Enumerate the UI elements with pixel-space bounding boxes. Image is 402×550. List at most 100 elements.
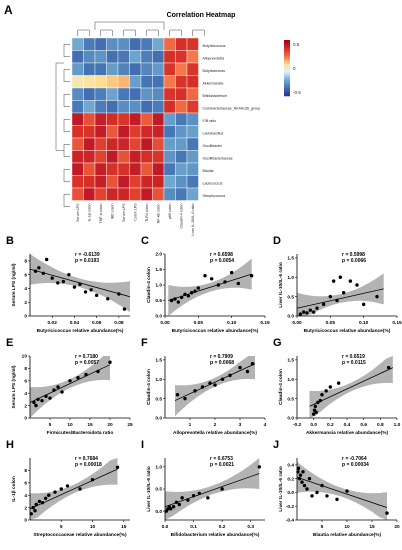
data-point — [325, 494, 329, 498]
heatmap-cell — [175, 37, 188, 51]
data-point — [228, 373, 232, 378]
heatmap-cell — [71, 187, 84, 201]
y-tick-label: 0 — [24, 416, 27, 422]
data-point — [338, 275, 343, 279]
scatter-panel-b: B 0.02 0.04 0.06 0.08 0 2 4 6 8 Butyricicoccus rel… — [6, 235, 131, 334]
heatmap-cell — [106, 112, 119, 126]
y-tick-label: 0.5 — [155, 487, 162, 493]
data-point — [206, 496, 210, 500]
x-tick-label: 0.00 — [292, 320, 302, 326]
scatter-panel-d: D 0.00 0.05 0.10 0.15 0.0 0.5 1.0 1.5 Butyricicoc… — [273, 235, 402, 334]
scatter-panel-f: F 1 2 3 4 0.0 0.5 1.0 1.5 Alloprevotella relative… — [141, 337, 267, 436]
heatmap-cell — [129, 137, 142, 151]
data-point — [305, 487, 309, 491]
y-tick-label: 1.0 — [287, 377, 294, 383]
heatmap-cell — [140, 137, 153, 151]
data-point — [220, 487, 224, 491]
data-point — [348, 279, 353, 283]
y-tick-label: 6 — [24, 481, 27, 487]
heatmap-cell — [186, 125, 199, 139]
y-tick-label: 0.5 — [287, 396, 294, 402]
heatmap-cell — [94, 62, 107, 76]
scatter-panel-i: I 0.0 0.1 0.2 0.3 0.0 0.5 1.0 Bifidobacterium re… — [141, 439, 265, 538]
data-point — [115, 465, 120, 469]
heatmap-row-label: Lactobacillus — [203, 131, 224, 135]
data-point — [56, 281, 60, 285]
heatmap-cell — [175, 175, 188, 189]
legend-swatch — [284, 94, 290, 97]
data-point — [40, 398, 44, 403]
scatter-panel-j: J 5 10 15 20 -0.4 -0.2 0.0 0.2 0.4 Blautia relativ… — [273, 439, 400, 538]
data-point — [386, 365, 391, 370]
data-point — [209, 277, 214, 281]
dendrogram-branch — [123, 29, 136, 36]
data-point — [180, 496, 184, 500]
data-point — [183, 396, 187, 401]
heatmap-cell — [163, 137, 176, 151]
x-tick-label: 2 — [214, 422, 217, 428]
heatmap-cell — [140, 150, 153, 164]
data-point — [311, 310, 316, 314]
heatmap-cell — [117, 50, 130, 64]
heatmap-cell — [83, 175, 96, 189]
x-tick-label: 0.3 — [247, 524, 254, 530]
dendrogram-branch — [63, 194, 70, 207]
y-tick-label: 0.5 — [155, 298, 162, 304]
heatmap-cell — [117, 175, 130, 189]
heatmap-cell — [152, 50, 165, 64]
stat-r: r = 0.6519 — [342, 354, 365, 360]
data-point — [200, 385, 205, 389]
heatmap-cell — [186, 187, 199, 201]
legend-swatch — [284, 66, 290, 69]
heatmap-cell — [117, 150, 130, 164]
heatmap-cell — [163, 87, 176, 101]
stat-p: p = 0.00034 — [342, 462, 369, 468]
y-tick-label: 1.5 — [287, 358, 294, 364]
heatmap-cell — [129, 75, 142, 89]
heatmap-cell — [175, 112, 188, 126]
heatmap-row-label: Akkermansia — [203, 81, 224, 85]
x-tick-label: 0.06 — [92, 320, 102, 326]
data-point — [314, 410, 318, 414]
data-point — [336, 381, 341, 385]
dendrogram-branch — [63, 169, 70, 182]
data-point — [44, 257, 49, 262]
heatmap-cell — [83, 62, 96, 76]
heatmap-cell — [140, 125, 153, 139]
heatmap-cell — [186, 150, 199, 164]
x-tick-label: 0.05 — [326, 320, 336, 326]
heatmap-cell — [175, 62, 188, 76]
data-point — [33, 509, 37, 513]
stat-p: p = 0.0021 — [210, 462, 234, 468]
y-tick-label: 0 — [24, 314, 27, 320]
heatmap-cell — [129, 187, 142, 201]
data-point — [335, 298, 339, 303]
data-point — [345, 489, 349, 493]
data-point — [34, 403, 38, 408]
legend-swatch — [284, 82, 290, 85]
data-point — [68, 379, 72, 383]
x-tick-label: 0.08 — [114, 320, 124, 326]
heatmap-row-label: Blautia — [203, 169, 214, 173]
data-point — [257, 465, 261, 469]
heatmap-cell — [117, 112, 130, 126]
data-point — [41, 271, 46, 275]
stat-p: p = 0.0057 — [75, 360, 99, 366]
data-point — [311, 412, 316, 416]
heatmap-cell — [186, 162, 199, 176]
x-tick-label: 15 — [121, 524, 127, 530]
data-point — [302, 483, 307, 488]
heatmap-cell — [129, 50, 142, 64]
heatmap-cell — [140, 50, 153, 64]
data-point — [308, 308, 313, 312]
regression-line — [296, 288, 384, 309]
y-axis-title: Serum LPS (ng/ml) — [11, 263, 17, 306]
data-point — [229, 270, 234, 275]
data-point — [173, 297, 177, 301]
heatmap-col-label: TNF-α colon — [99, 204, 103, 224]
x-tick-label: 0.05 — [194, 320, 204, 326]
y-tick-label: 1.5 — [155, 267, 162, 273]
stat-p: p = 0.0193 — [75, 258, 99, 264]
data-point — [249, 274, 254, 278]
scatter-panel-c: C 0.00 0.05 0.10 0.15 0.0 0.5 1.0 1.5 2.0 Butyrici… — [141, 235, 270, 334]
